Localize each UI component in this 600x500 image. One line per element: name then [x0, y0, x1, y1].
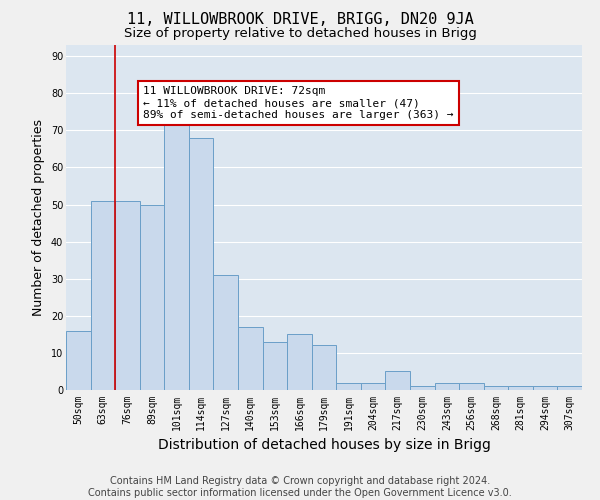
- Bar: [533, 386, 557, 390]
- Bar: [557, 386, 582, 390]
- Bar: [361, 382, 385, 390]
- X-axis label: Distribution of detached houses by size in Brigg: Distribution of detached houses by size …: [158, 438, 490, 452]
- Bar: [263, 342, 287, 390]
- Text: Size of property relative to detached houses in Brigg: Size of property relative to detached ho…: [124, 28, 476, 40]
- Bar: [336, 382, 361, 390]
- Text: 11, WILLOWBROOK DRIVE, BRIGG, DN20 9JA: 11, WILLOWBROOK DRIVE, BRIGG, DN20 9JA: [127, 12, 473, 28]
- Bar: [484, 386, 508, 390]
- Bar: [238, 327, 263, 390]
- Bar: [434, 382, 459, 390]
- Y-axis label: Number of detached properties: Number of detached properties: [32, 119, 45, 316]
- Bar: [189, 138, 214, 390]
- Bar: [287, 334, 312, 390]
- Bar: [312, 346, 336, 390]
- Bar: [91, 201, 115, 390]
- Bar: [385, 372, 410, 390]
- Bar: [115, 201, 140, 390]
- Bar: [459, 382, 484, 390]
- Text: Contains HM Land Registry data © Crown copyright and database right 2024.
Contai: Contains HM Land Registry data © Crown c…: [88, 476, 512, 498]
- Bar: [508, 386, 533, 390]
- Bar: [410, 386, 434, 390]
- Text: 11 WILLOWBROOK DRIVE: 72sqm
← 11% of detached houses are smaller (47)
89% of sem: 11 WILLOWBROOK DRIVE: 72sqm ← 11% of det…: [143, 86, 454, 120]
- Bar: [164, 123, 189, 390]
- Bar: [140, 204, 164, 390]
- Bar: [214, 275, 238, 390]
- Bar: [66, 330, 91, 390]
